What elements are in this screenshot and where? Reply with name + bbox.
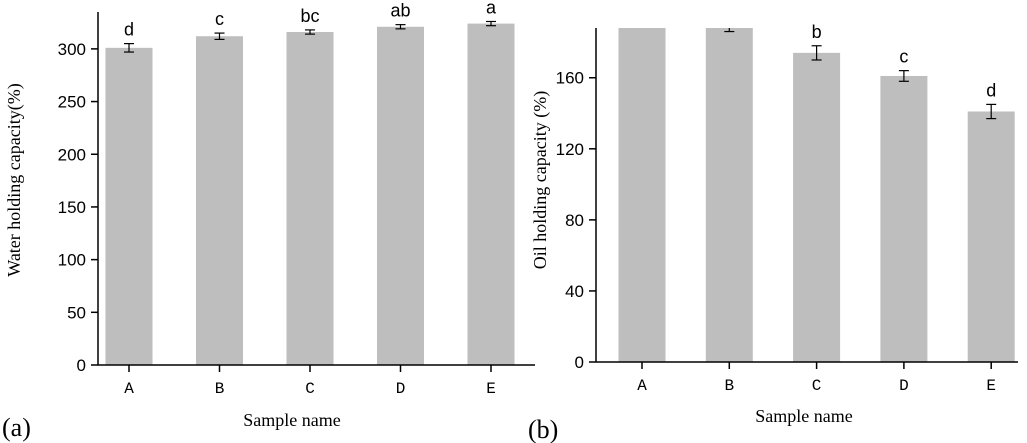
chart-b-xtick-label-B: B <box>724 377 734 395</box>
chart-a-xlabel: Sample name <box>243 410 340 430</box>
chart-b-xtick-label-A: A <box>637 377 647 395</box>
chart-a-xtick-label-D: D <box>396 380 406 398</box>
chart-a-ylabel: Water holding capacity(%) <box>4 83 25 276</box>
chart-b-bars <box>618 28 1015 363</box>
chart-b-xlabel: Sample name <box>755 406 852 426</box>
chart-a-y-ticks: 0 50 100 150 200 250 300 <box>58 40 98 375</box>
chart-b-errorbar-E <box>986 103 997 120</box>
chart-a-bar-E <box>467 23 515 366</box>
chart-b-ytick-label: 160 <box>556 69 584 88</box>
chart-a-xtick-label-A: A <box>124 380 134 398</box>
chart-b-x-ticks: A B C D E <box>637 362 996 395</box>
chart-b-errorbar-C <box>811 45 822 61</box>
chart-a-sig-C: bc <box>300 6 319 26</box>
chart-a-bar-B <box>196 36 243 366</box>
chart-a-bar-A <box>105 47 153 365</box>
chart-a-sig-B: c <box>215 9 224 29</box>
chart-b-panel-label: (b) <box>528 415 558 443</box>
chart-a-ytick-label: 50 <box>67 303 86 322</box>
chart-a-ytick-label: 300 <box>58 40 86 59</box>
chart-a-ytick-label: 0 <box>77 356 86 375</box>
chart-b-y-ticks: 0 40 80 120 160 <box>556 69 596 372</box>
chart-a-sig-labels: d c bc ab a <box>124 0 497 40</box>
chart-b-ytick-label: 40 <box>565 282 584 301</box>
chart-b: b c d 0 40 80 120 160 A B C D E Oil holding capaci… <box>528 22 1018 443</box>
chart-b-ytick-label: 120 <box>556 140 584 159</box>
chart-a-ytick-label: 200 <box>58 145 86 164</box>
chart-b-bar-D <box>880 75 928 363</box>
chart-a-errorbar-C <box>305 29 315 35</box>
chart-b-errorbars <box>724 28 997 120</box>
chart-a-sig-D: ab <box>390 1 410 21</box>
chart-a-ytick-label: 150 <box>58 198 86 217</box>
chart-a-xtick-label-E: E <box>486 380 496 398</box>
chart-b-errorbar-B <box>724 28 735 33</box>
chart-a-xtick-label-C: C <box>305 380 315 398</box>
chart-a-errorbar-A <box>124 43 134 53</box>
chart-a-panel-label: (a) <box>2 413 31 442</box>
chart-a-bar-D <box>377 26 424 366</box>
chart-b-sig-labels: b c d <box>812 22 997 101</box>
chart-b-sig-C: b <box>812 22 822 42</box>
chart-a-bar-C <box>286 32 334 365</box>
chart-a-bars <box>105 23 515 366</box>
chart-b-ytick-label: 0 <box>575 353 584 372</box>
chart-a-errorbars <box>124 20 496 53</box>
chart-a-errorbar-D <box>395 24 406 30</box>
chart-a-errorbar-E <box>486 20 496 27</box>
chart-b-ytick-label: 80 <box>565 211 584 230</box>
chart-a-xtick-label-B: B <box>215 380 225 398</box>
chart-a: d c bc ab a 0 50 100 150 200 250 300 A B C D E Water h… <box>2 0 535 442</box>
chart-a-ytick-label: 250 <box>58 93 86 112</box>
chart-a-ytick-label: 100 <box>58 251 86 270</box>
chart-b-xtick-label-E: E <box>986 377 996 395</box>
chart-a-errorbar-B <box>214 32 225 40</box>
chart-b-errorbar-D <box>898 70 909 82</box>
chart-b-ylabel: Oil holding capacity (%) <box>530 91 551 269</box>
chart-b-xtick-label-D: D <box>899 377 909 395</box>
chart-b-bar-C <box>793 52 841 362</box>
chart-a-sig-E: a <box>486 0 497 17</box>
chart-a-sig-A: d <box>124 20 134 40</box>
chart-b-bar-B <box>705 28 753 362</box>
chart-b-sig-D: c <box>899 47 908 67</box>
chart-a-x-ticks: A B C D E <box>124 365 496 398</box>
chart-b-sig-E: d <box>986 80 996 100</box>
chart-b-bar-E <box>967 111 1015 362</box>
chart-b-xtick-label-C: C <box>812 377 822 395</box>
chart-b-bar-A <box>618 28 666 362</box>
